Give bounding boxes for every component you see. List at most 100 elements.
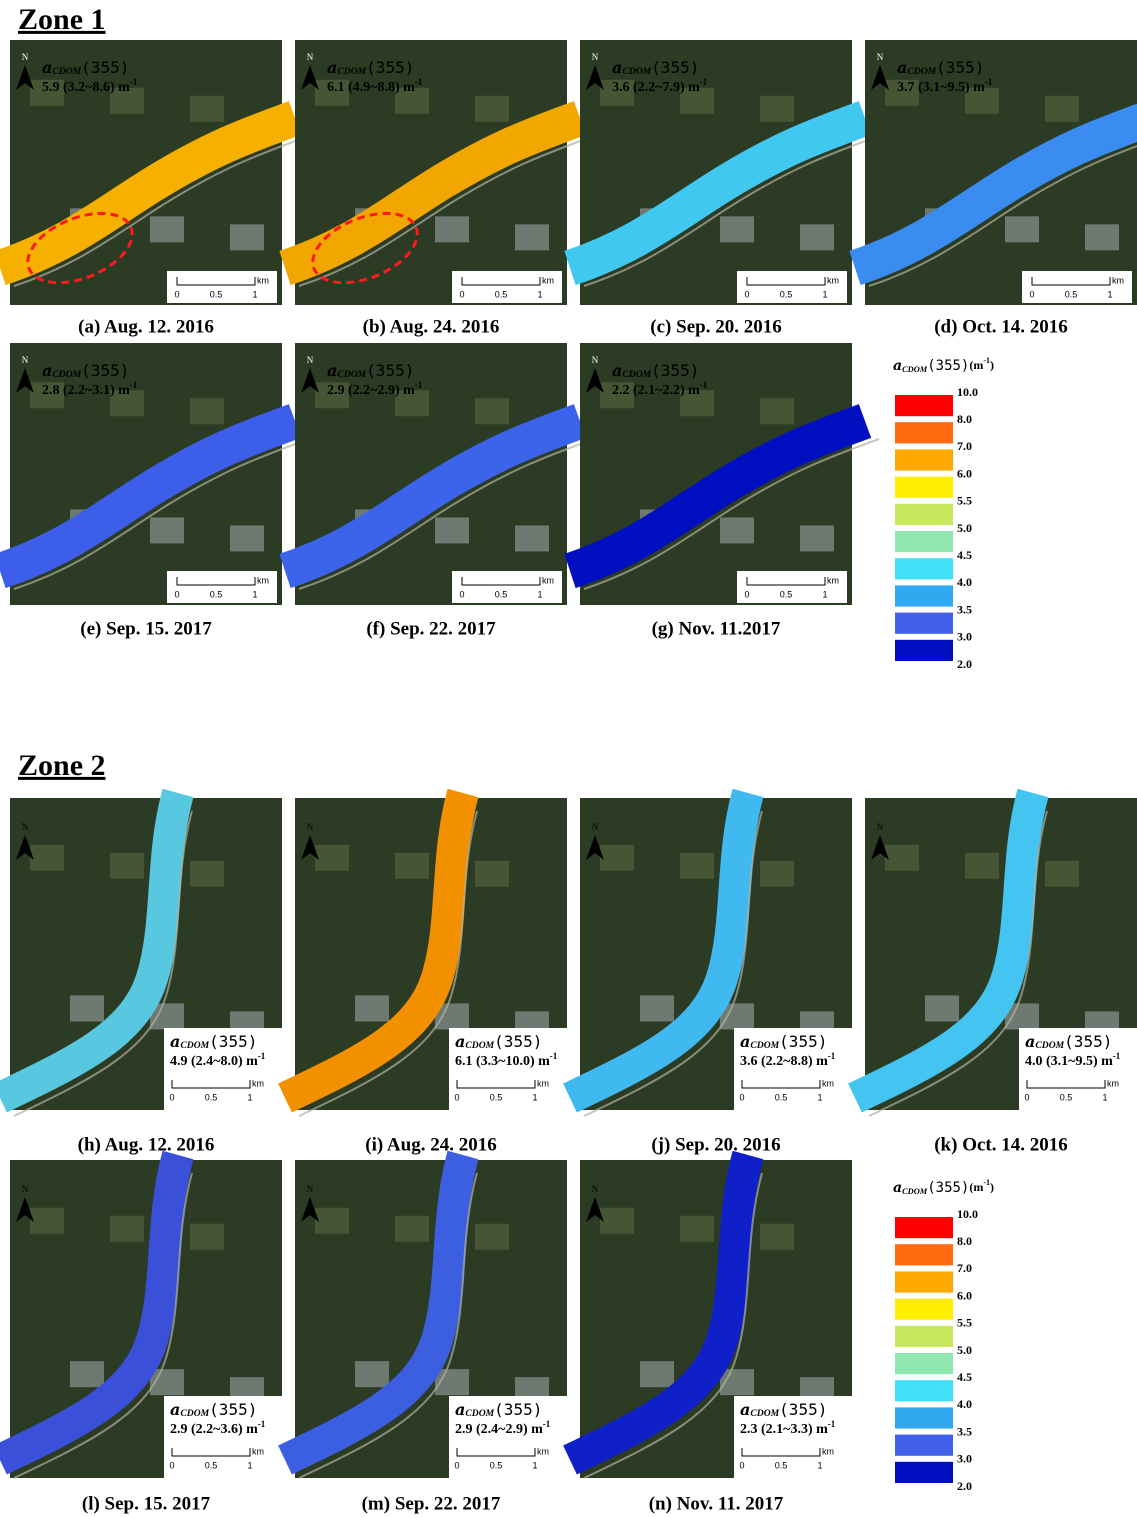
map-field bbox=[515, 525, 549, 551]
legend-swatch bbox=[895, 585, 953, 606]
map-field bbox=[760, 861, 794, 887]
variable-argument: (355) bbox=[209, 1032, 257, 1051]
stat-value: 6.1 (3.3~10.0) m bbox=[455, 1054, 550, 1069]
panel-caption: (e) Sep. 15. 2017 bbox=[80, 618, 212, 639]
legend-unit-exp: -1 bbox=[983, 356, 990, 365]
variable-symbol: a bbox=[740, 1032, 750, 1051]
map-field bbox=[190, 96, 224, 122]
scale-label: 1 bbox=[252, 589, 257, 599]
stat-value: 2.3 (2.1~3.3) m bbox=[740, 1422, 828, 1437]
variable-subscript: CDOM bbox=[622, 369, 651, 380]
stat-text: 3.7 (3.1~9.5) m-1 bbox=[897, 77, 993, 95]
map-field bbox=[760, 398, 794, 424]
variable-symbol: a bbox=[42, 361, 52, 380]
scale-label: 0.5 bbox=[205, 1460, 218, 1470]
stat-value: 6.1 (4.9~8.8) m bbox=[327, 80, 415, 95]
panel-caption: (n) Nov. 11. 2017 bbox=[649, 1493, 784, 1514]
scale-label: 0.5 bbox=[210, 289, 223, 299]
map-field bbox=[800, 525, 834, 551]
variable-argument: (355) bbox=[1064, 1032, 1112, 1051]
variable-subscript: CDOM bbox=[622, 66, 651, 77]
north-label: N bbox=[592, 1184, 599, 1194]
stat-value: 2.8 (2.2~3.1) m bbox=[42, 383, 130, 398]
variable-argument: (355) bbox=[209, 1400, 257, 1419]
stat-text: 4.9 (2.4~8.0) m-1 bbox=[170, 1051, 266, 1069]
variable-subscript: CDOM bbox=[180, 1408, 209, 1419]
stat-text: 6.1 (4.9~8.8) m-1 bbox=[327, 77, 423, 95]
legend-swatch bbox=[895, 1326, 953, 1347]
map-field bbox=[720, 517, 754, 543]
legend-label: 5.5 bbox=[957, 494, 972, 508]
stat-exponent: -1 bbox=[415, 380, 423, 390]
north-label: N bbox=[592, 355, 599, 365]
legend-label: 4.5 bbox=[957, 548, 972, 562]
variable-label: aCDOM(355)(m-1) bbox=[893, 356, 994, 374]
legend-swatch bbox=[895, 613, 953, 634]
stat-exponent: -1 bbox=[130, 77, 138, 87]
variable-argument: (355) bbox=[936, 58, 984, 77]
stat-exponent: -1 bbox=[700, 380, 708, 390]
legend-label: 7.0 bbox=[957, 1261, 972, 1275]
figure: Zone 1NaCDOM(355)5.9 (3.2~8.6) m-100.51k… bbox=[0, 0, 1137, 1518]
variable-argument: (355) bbox=[927, 358, 969, 374]
legend-unit-exp: -1 bbox=[983, 1178, 990, 1187]
variable-argument: (355) bbox=[779, 1032, 827, 1051]
panel-caption: (g) Nov. 11.2017 bbox=[652, 618, 781, 639]
north-label: N bbox=[877, 822, 884, 832]
scale-label: 1 bbox=[817, 1460, 822, 1470]
north-label: N bbox=[22, 822, 29, 832]
legend-swatch bbox=[895, 640, 953, 661]
stat-value: 2.9 (2.2~2.9) m bbox=[327, 383, 415, 398]
map-field bbox=[230, 224, 264, 250]
variable-subscript: CDOM bbox=[907, 66, 936, 77]
map-field bbox=[600, 1208, 634, 1234]
map-field bbox=[435, 216, 469, 242]
scale-label: 0.5 bbox=[490, 1092, 503, 1102]
map-field bbox=[315, 1208, 349, 1234]
map-field bbox=[1045, 861, 1079, 887]
scale-label: 1 bbox=[1102, 1092, 1107, 1102]
north-label: N bbox=[592, 52, 599, 62]
legend-label: 3.0 bbox=[957, 630, 972, 644]
map-field bbox=[355, 995, 389, 1021]
stat-value: 2.9 (2.2~3.6) m bbox=[170, 1422, 258, 1437]
scale-label: 0 bbox=[169, 1092, 174, 1102]
panel-caption: (c) Sep. 20. 2016 bbox=[650, 316, 781, 337]
variable-subscript: CDOM bbox=[902, 365, 928, 374]
stat-text: 4.0 (3.1~9.5) m-1 bbox=[1025, 1051, 1121, 1069]
panel-caption: (k) Oct. 14. 2016 bbox=[934, 1134, 1068, 1155]
panel-caption: (m) Sep. 22. 2017 bbox=[362, 1493, 501, 1514]
stat-exponent: -1 bbox=[415, 77, 423, 87]
variable-symbol: a bbox=[170, 1400, 180, 1419]
variable-subscript: CDOM bbox=[1035, 1040, 1064, 1051]
scale-label: 0 bbox=[459, 289, 464, 299]
scale-unit: km bbox=[257, 275, 269, 285]
map-field bbox=[30, 845, 64, 871]
legend-label: 5.0 bbox=[957, 521, 972, 535]
legend-swatch bbox=[895, 1380, 953, 1401]
variable-argument: (355) bbox=[81, 58, 129, 77]
legend-label: 5.5 bbox=[957, 1316, 972, 1330]
scale-label: 0 bbox=[174, 289, 179, 299]
legend-swatch bbox=[895, 1407, 953, 1428]
scale-label: 0.5 bbox=[205, 1092, 218, 1102]
panel-caption: (h) Aug. 12. 2016 bbox=[78, 1134, 215, 1155]
scale-label: 1 bbox=[252, 289, 257, 299]
legend-label: 5.0 bbox=[957, 1343, 972, 1357]
map-field bbox=[1085, 224, 1119, 250]
map-field bbox=[475, 1224, 509, 1250]
stat-text: 5.9 (3.2~8.6) m-1 bbox=[42, 77, 138, 95]
variable-subscript: CDOM bbox=[750, 1040, 779, 1051]
scale-unit: km bbox=[1112, 275, 1124, 285]
variable-subscript: CDOM bbox=[337, 66, 366, 77]
scale-unit: km bbox=[537, 1446, 549, 1456]
map-field bbox=[190, 1224, 224, 1250]
stat-value: 5.9 (3.2~8.6) m bbox=[42, 80, 130, 95]
legend-label: 4.0 bbox=[957, 1397, 972, 1411]
map-field bbox=[475, 96, 509, 122]
stat-value: 4.9 (2.4~8.0) m bbox=[170, 1054, 258, 1069]
scale-unit: km bbox=[252, 1446, 264, 1456]
variable-argument: (355) bbox=[81, 361, 129, 380]
scale-label: 0.5 bbox=[495, 289, 508, 299]
scale-label: 0.5 bbox=[210, 589, 223, 599]
